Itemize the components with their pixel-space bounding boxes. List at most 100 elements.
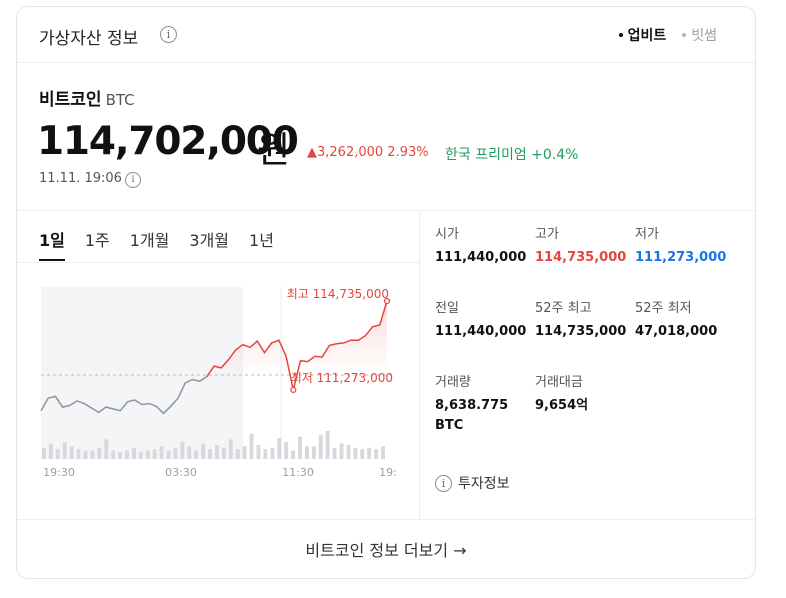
source-tab-upbit[interactable]: 업비트	[618, 25, 666, 45]
stat-value: 9,654억	[535, 398, 589, 413]
volume-bar	[360, 449, 365, 459]
info-icon: i	[435, 474, 452, 492]
volume-bar	[381, 446, 385, 459]
high-label: 최고 114,735,000	[287, 287, 389, 301]
price-unit: 원	[257, 130, 291, 171]
volume-bar	[221, 447, 226, 459]
tab-1week[interactable]: 1주	[84, 231, 110, 250]
volume-bar	[159, 446, 164, 459]
stat-prev: 전일 111,440,000	[435, 297, 535, 342]
divider	[17, 210, 755, 211]
timestamp: 11.11. 19:06	[39, 171, 122, 186]
volume-bar	[318, 435, 323, 459]
source-tab-bithumb[interactable]: 빗썸	[682, 25, 717, 45]
volume-bar	[339, 443, 344, 459]
volume-bar	[353, 447, 358, 459]
volume-bar	[242, 446, 247, 459]
volume-bar	[367, 447, 372, 459]
coin-name-label: 비트코인	[39, 90, 102, 110]
stat-label: 52주 최저	[635, 301, 692, 316]
price-line-past	[40, 376, 208, 415]
crypto-info-card: 가상자산 정보 i 업비트 빗썸 비트코인 BTC 114,702,000 원 ▲…	[16, 6, 756, 579]
volume-bar	[187, 446, 192, 459]
tab-1year[interactable]: 1년	[249, 231, 274, 250]
volume-bar	[145, 450, 150, 459]
x-tick: 19:00	[379, 466, 397, 479]
volume-bar	[55, 449, 60, 459]
tab-1month[interactable]: 1개월	[129, 231, 170, 250]
volume-bar	[194, 450, 199, 459]
tab-3month[interactable]: 3개월	[189, 231, 230, 250]
stat-label: 고가	[535, 227, 559, 242]
volume-bar	[284, 442, 289, 459]
price-chart[interactable]: 최고 114,735,000 최저 111,273,000 19:30 03:3…	[37, 279, 397, 479]
volume-bar	[228, 439, 233, 459]
stat-52w-high: 52주 최고 114,735,000	[535, 297, 635, 342]
volume-bar	[215, 445, 219, 459]
volume-bar	[374, 449, 379, 459]
volume-bar	[152, 449, 157, 459]
volume-bar	[270, 447, 275, 459]
current-price: 114,702,000	[37, 119, 299, 164]
tab-1day[interactable]: 1일	[39, 227, 65, 261]
volume-bar	[125, 450, 129, 459]
x-tick: 19:30	[43, 466, 75, 479]
stat-52w-low: 52주 최저 47,018,000	[635, 297, 735, 342]
volume-bar	[48, 443, 53, 459]
stat-label: 전일	[435, 301, 459, 316]
volume-bar	[256, 445, 261, 459]
tabs-underline	[17, 262, 419, 263]
price-line-up	[206, 300, 388, 391]
volume-bar	[138, 452, 143, 459]
korea-premium: 한국 프리미엄 +0.4%	[445, 147, 579, 163]
stat-open: 시가 111,440,000	[435, 223, 535, 268]
volume-bar	[291, 450, 295, 459]
coin-name: 비트코인 BTC	[39, 85, 135, 110]
info-icon[interactable]: i	[160, 26, 177, 43]
volume-bar	[104, 439, 109, 459]
volume-bar	[208, 449, 212, 459]
invest-info-label: 투자정보	[458, 476, 510, 492]
period-tabs: 1일 1주 1개월 3개월 1년	[39, 227, 294, 261]
divider-bottom	[17, 519, 755, 520]
stat-value: 114,735,000	[535, 250, 627, 265]
price-change: ▲3,262,000 2.93%	[307, 145, 429, 160]
volume-bar	[69, 446, 74, 459]
stat-label: 저가	[635, 227, 659, 242]
high-marker	[383, 297, 391, 305]
card-header: 가상자산 정보 i 업비트 빗썸	[17, 7, 755, 63]
volume-bar	[332, 447, 337, 459]
stat-value: 111,440,000	[435, 250, 527, 265]
volume-bar	[166, 450, 171, 459]
coin-symbol: BTC	[105, 91, 135, 109]
volume-bar	[90, 450, 95, 459]
stat-value: 111,440,000	[435, 324, 527, 339]
volume-bar	[305, 446, 309, 459]
more-info-link[interactable]: 비트코인 정보 더보기 →	[305, 541, 467, 560]
volume-bar	[235, 449, 240, 459]
stat-low: 저가 111,273,000	[635, 223, 735, 268]
invest-info-link[interactable]: i 투자정보	[435, 473, 510, 493]
stat-trade-value: 거래대금 9,654억	[535, 371, 635, 416]
timestamp-info-icon[interactable]: i	[125, 172, 141, 188]
stat-label: 거래대금	[535, 375, 583, 390]
stat-label: 52주 최고	[535, 301, 592, 316]
stat-high: 고가 114,735,000	[535, 223, 635, 268]
stat-label: 시가	[435, 227, 459, 242]
x-tick: 11:30	[282, 466, 314, 479]
volume-bar	[118, 452, 122, 459]
volume-bar	[325, 431, 330, 459]
volume-bar	[311, 446, 316, 459]
volume-bar	[263, 449, 268, 459]
volume-bar	[173, 447, 178, 459]
volume-bar	[201, 443, 206, 459]
x-tick: 03:30	[165, 466, 197, 479]
header-title: 가상자산 정보	[39, 29, 139, 49]
stat-value: 8,638.775 BTC	[435, 398, 509, 433]
volume-bar	[62, 442, 67, 459]
stat-label: 거래량	[435, 375, 471, 390]
stat-value: 47,018,000	[635, 324, 718, 339]
stat-volume: 거래량 8,638.775 BTC	[435, 371, 515, 436]
volume-bars	[42, 431, 385, 459]
volume-bar	[111, 450, 116, 459]
